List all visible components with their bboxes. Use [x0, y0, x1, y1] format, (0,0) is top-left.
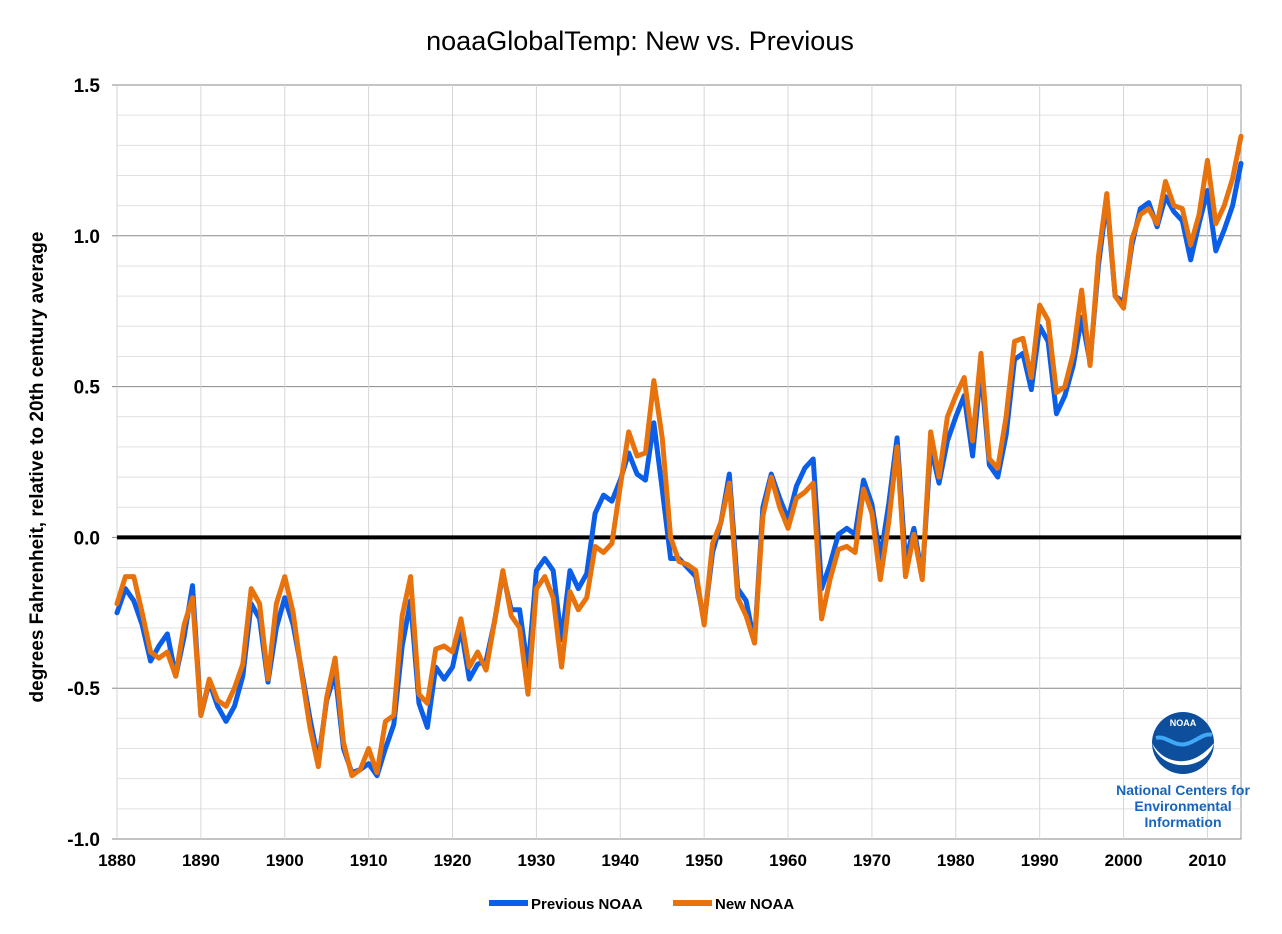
chart-title: noaaGlobalTemp: New vs. Previous	[426, 26, 854, 56]
x-tick-label: 1940	[601, 851, 639, 870]
x-tick-label: 1890	[182, 851, 220, 870]
x-tick-label: 1960	[769, 851, 807, 870]
x-tick-label: 2010	[1189, 851, 1227, 870]
series-line-new-noaa	[114, 133, 1244, 779]
legend: Previous NOAA New NOAA	[489, 896, 794, 913]
y-tick-label: -1.0	[67, 830, 100, 851]
series-lines	[114, 133, 1244, 779]
plot-area	[116, 84, 1242, 840]
y-tick-label: 1.5	[74, 76, 101, 97]
y-tick-label: -0.5	[67, 679, 100, 700]
y-tick-label: 1.0	[74, 227, 100, 248]
logo-caption-line-3: Information	[1145, 814, 1222, 830]
y-axis-ticks: -1.0 -0.5 0.0 0.5 1.0 1.5	[67, 76, 117, 851]
noaa-logo-bird-icon	[1152, 743, 1214, 766]
x-tick-label: 1930	[517, 851, 555, 870]
logo-caption-line-2: Environmental	[1134, 798, 1231, 814]
x-tick-label: 1970	[853, 851, 891, 870]
legend-label-new: New NOAA	[715, 896, 794, 913]
x-tick-label: 2000	[1105, 851, 1143, 870]
y-axis-label: degrees Fahrenheit, relative to 20th cen…	[27, 232, 48, 703]
legend-label-previous: Previous NOAA	[531, 896, 643, 913]
noaa-logo: NOAA National Centers for Environmental …	[1116, 712, 1250, 830]
x-tick-label: 1900	[266, 851, 304, 870]
x-tick-label: 1950	[685, 851, 723, 870]
x-axis-ticks: 1880 1890 1900 1910 1920 1930 1940 1950 1960 1970…	[98, 851, 1226, 870]
logo-caption-line-1: National Centers for	[1116, 782, 1250, 798]
x-tick-label: 1910	[350, 851, 388, 870]
x-tick-label: 1920	[434, 851, 472, 870]
y-tick-label: 0.0	[74, 528, 100, 549]
x-tick-label: 1880	[98, 851, 136, 870]
y-tick-label: 0.5	[74, 378, 101, 399]
noaa-logo-text: NOAA	[1170, 718, 1197, 728]
x-tick-label: 1990	[1021, 851, 1059, 870]
x-tick-label: 1980	[937, 851, 975, 870]
noaa-logo-wave-icon	[1155, 732, 1213, 747]
